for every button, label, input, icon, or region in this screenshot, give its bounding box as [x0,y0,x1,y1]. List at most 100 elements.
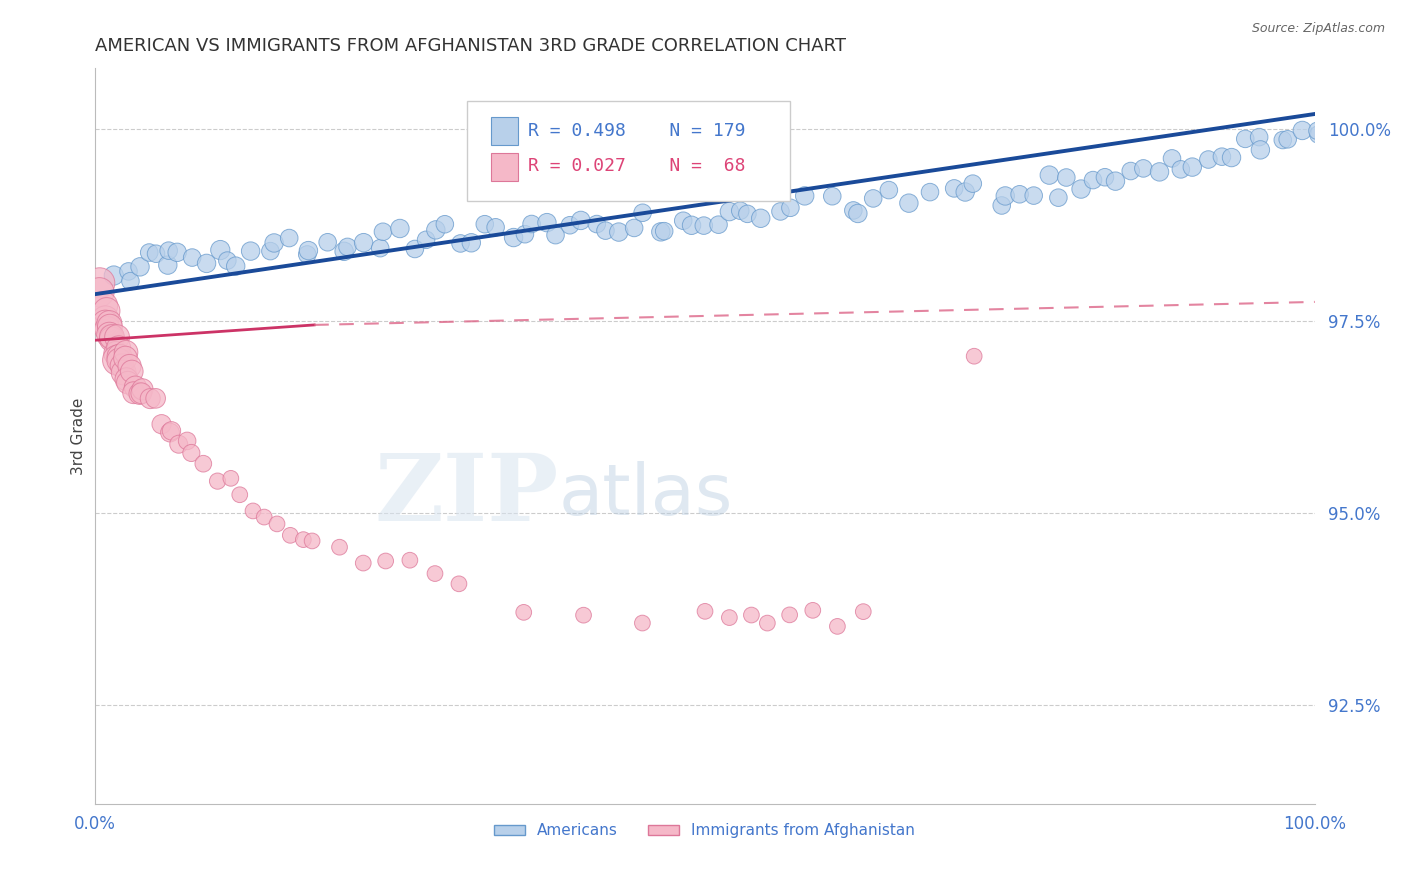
Legend: Americans, Immigrants from Afghanistan: Americans, Immigrants from Afghanistan [488,817,921,845]
Point [219,471,242,485]
Point [572,608,595,623]
Point [1104,174,1126,188]
Point [1038,168,1060,182]
Point [371,225,394,239]
Point [368,241,391,255]
Point [94,316,117,330]
Point [120,274,142,288]
Point [374,554,396,568]
Point [266,516,288,531]
Point [1008,187,1031,202]
Point [693,219,716,233]
Point [98,316,121,330]
FancyBboxPatch shape [467,101,790,201]
Point [652,224,675,238]
Point [672,213,695,227]
Point [117,376,139,390]
Point [447,576,470,591]
Point [544,228,567,243]
Y-axis label: 3rd Grade: 3rd Grade [72,398,86,475]
Point [93,299,115,313]
Text: R = 0.498    N = 179: R = 0.498 N = 179 [527,121,745,139]
Point [433,217,456,231]
Point [631,206,654,220]
Point [229,488,252,502]
Text: Source: ZipAtlas.com: Source: ZipAtlas.com [1251,22,1385,36]
Bar [491,118,517,145]
Point [484,220,506,235]
Point [180,446,202,460]
Point [569,213,592,227]
Point [1161,152,1184,166]
Point [918,185,941,199]
Point [131,386,153,401]
Point [1149,165,1171,179]
Point [139,392,162,406]
Point [115,345,138,359]
Point [474,217,496,231]
Point [108,353,131,368]
Point [89,285,111,300]
Point [145,246,167,260]
Point [328,540,350,554]
Point [877,183,900,197]
Point [425,223,447,237]
Point [101,330,124,344]
Point [1211,150,1233,164]
Point [1081,173,1104,187]
Point [278,231,301,245]
Point [96,322,118,336]
Point [157,244,180,258]
Point [138,245,160,260]
Point [104,346,127,360]
Point [114,351,136,365]
Point [225,259,247,273]
Point [111,359,134,373]
Point [129,260,152,274]
Point [520,217,543,231]
Text: AMERICAN VS IMMIGRANTS FROM AFGHANISTAN 3RD GRADE CORRELATION CHART: AMERICAN VS IMMIGRANTS FROM AFGHANISTAN … [94,37,845,55]
Point [779,201,801,215]
Point [301,533,323,548]
Point [118,359,141,373]
Point [156,258,179,272]
Point [1277,132,1299,146]
Point [352,556,374,570]
Point [707,218,730,232]
Point [239,244,262,259]
Point [756,616,779,631]
Text: ZIP: ZIP [374,450,558,540]
Point [801,603,824,617]
Point [316,235,339,250]
Point [107,341,129,355]
Point [460,235,482,250]
Point [98,328,121,343]
Point [181,251,204,265]
Point [207,474,229,488]
Point [209,243,232,257]
Point [749,211,772,226]
Point [115,372,138,386]
Point [150,417,173,432]
Point [740,608,762,623]
Point [1094,170,1116,185]
Point [159,425,181,440]
Point [990,198,1012,212]
Text: atlas: atlas [558,460,733,530]
Point [423,566,446,581]
Point [160,424,183,438]
Point [650,225,672,239]
Point [103,268,125,283]
Point [1181,160,1204,174]
Point [117,264,139,278]
Point [1047,191,1070,205]
Point [242,504,264,518]
Point [333,244,356,259]
Point [404,242,426,256]
Point [513,227,536,242]
Point [1249,143,1271,157]
Point [167,437,190,451]
Point [962,177,984,191]
Point [943,181,966,195]
Point [623,221,645,235]
